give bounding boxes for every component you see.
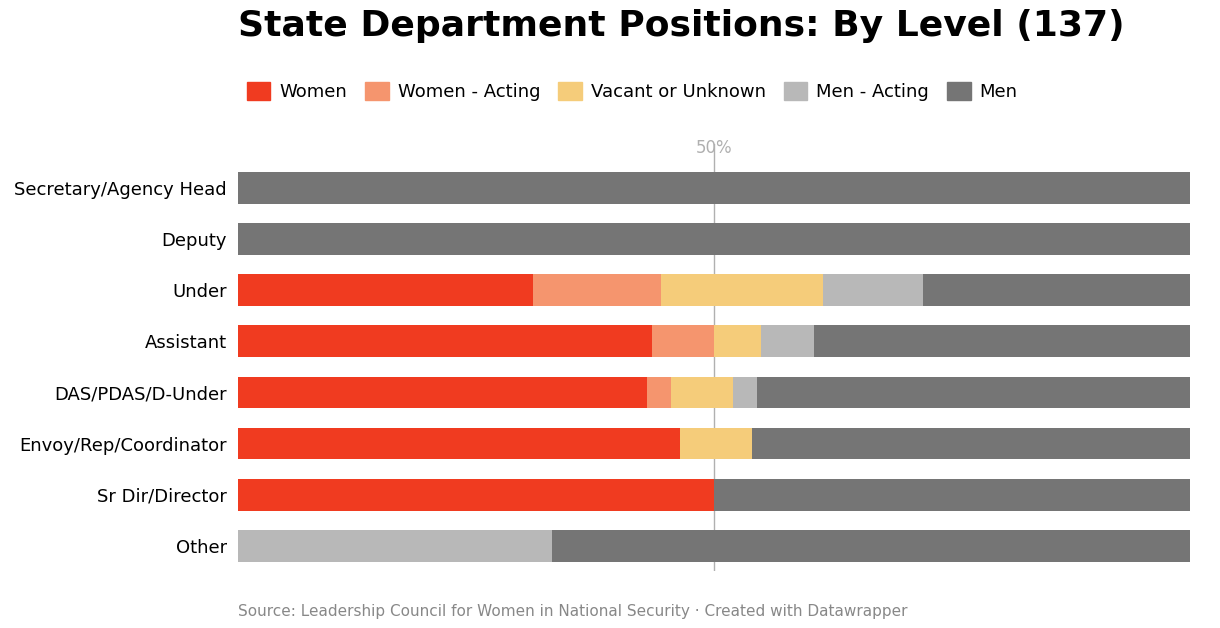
Bar xyxy=(814,325,1190,357)
Bar xyxy=(671,377,733,408)
Bar xyxy=(238,223,1190,255)
Bar xyxy=(714,325,761,357)
Bar xyxy=(733,377,756,408)
Bar xyxy=(924,274,1190,306)
Bar xyxy=(756,377,1190,408)
Bar xyxy=(238,479,714,511)
Bar xyxy=(533,274,661,306)
Bar xyxy=(238,274,533,306)
Bar xyxy=(238,325,651,357)
Bar xyxy=(761,325,814,357)
Text: 50%: 50% xyxy=(695,139,732,157)
Bar xyxy=(661,274,824,306)
Bar xyxy=(651,325,714,357)
Bar xyxy=(752,428,1190,460)
Bar xyxy=(238,530,551,562)
Bar xyxy=(714,479,1190,511)
Bar xyxy=(647,377,671,408)
Bar xyxy=(238,172,1190,203)
Text: State Department Positions: By Level (137): State Department Positions: By Level (13… xyxy=(238,9,1125,43)
Bar xyxy=(238,377,647,408)
Legend: Women, Women - Acting, Vacant or Unknown, Men - Acting, Men: Women, Women - Acting, Vacant or Unknown… xyxy=(246,82,1017,101)
Bar xyxy=(681,428,752,460)
Bar xyxy=(551,530,1190,562)
Bar xyxy=(238,428,681,460)
Bar xyxy=(824,274,924,306)
Text: Source: Leadership Council for Women in National Security · Created with Datawra: Source: Leadership Council for Women in … xyxy=(238,604,908,619)
